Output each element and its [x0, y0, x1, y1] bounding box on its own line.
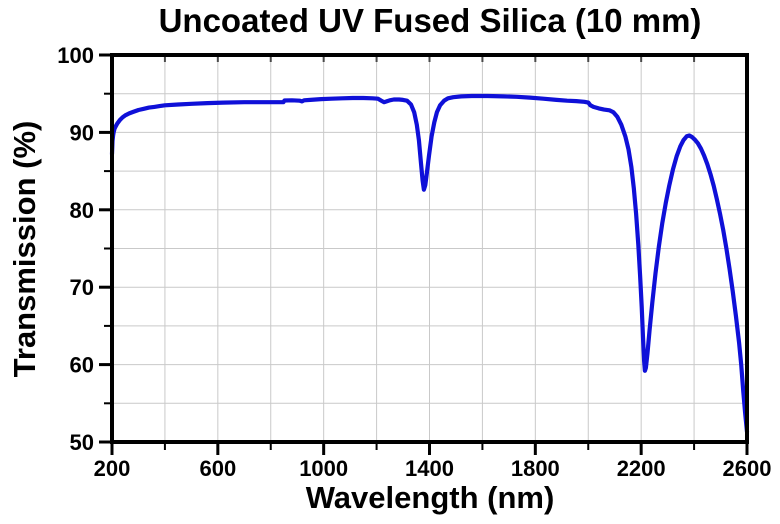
y-tick-label: 80: [70, 198, 94, 223]
y-tick-label: 90: [70, 120, 94, 145]
chart-title: Uncoated UV Fused Silica (10 mm): [158, 2, 702, 39]
y-tick-label: 100: [57, 43, 94, 68]
x-tick-label: 1000: [299, 456, 348, 481]
x-tick-label: 1400: [405, 456, 454, 481]
x-tick-label: 600: [199, 456, 236, 481]
x-axis-title: Wavelength (nm): [305, 480, 555, 515]
y-tick-label: 50: [70, 430, 94, 455]
x-tick-label: 1800: [511, 456, 560, 481]
transmission-curve: [109, 93, 750, 434]
x-tick-label: 2600: [723, 456, 772, 481]
y-tick-label: 60: [70, 353, 94, 378]
y-tick-label: 70: [70, 275, 94, 300]
x-tick-label: 200: [94, 456, 131, 481]
axis-frame: [110, 53, 749, 444]
x-tick-label: 2200: [617, 456, 666, 481]
